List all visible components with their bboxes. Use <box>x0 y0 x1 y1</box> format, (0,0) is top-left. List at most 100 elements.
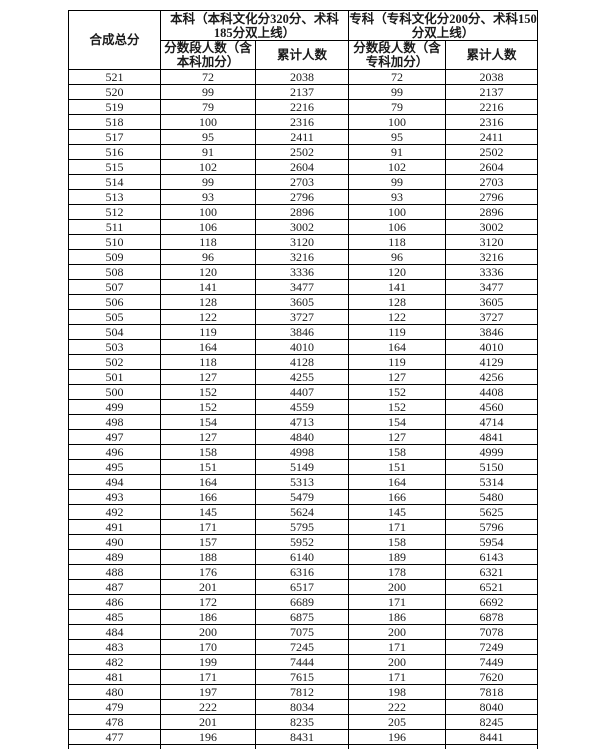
table-cell: 118 <box>348 234 447 250</box>
table-cell: 502 <box>68 354 161 370</box>
table-cell: 6689 <box>254 594 350 610</box>
table-cell: 171 <box>348 669 447 685</box>
table-cell: 2137 <box>254 84 350 100</box>
table-cell: 6875 <box>254 609 350 625</box>
table-cell: 93 <box>348 189 447 205</box>
table-cell: 489 <box>68 549 161 565</box>
table-cell: 222 <box>160 699 256 715</box>
table-cell: 2896 <box>254 204 350 220</box>
table-row: 513 93 2796 93 2796 <box>68 189 539 205</box>
table-cell: 106 <box>160 219 256 235</box>
table-cell: 507 <box>68 279 161 295</box>
table-cell: 3216 <box>254 249 350 265</box>
table-header-group-row: 合成总分 本科（本科文化分320分、术科185分双上线） 专科（专科文化分200… <box>68 10 539 70</box>
table-cell: 4998 <box>254 444 350 460</box>
table-cell: 2411 <box>445 129 539 145</box>
table-row: 483 170 7245 171 7249 <box>68 639 539 655</box>
table-cell: 145 <box>348 504 447 520</box>
table-cell: 189 <box>348 549 447 565</box>
table-row: 495 151 5149 151 5150 <box>68 459 539 475</box>
table-cell <box>68 744 161 749</box>
table-cell: 171 <box>348 594 447 610</box>
table-cell: 99 <box>160 174 256 190</box>
table-cell: 504 <box>68 324 161 340</box>
table-cell: 196 <box>348 729 447 745</box>
table-cell: 166 <box>160 489 256 505</box>
table-cell: 499 <box>68 399 161 415</box>
table-cell: 491 <box>68 519 161 535</box>
table-row: 518 100 2316 100 2316 <box>68 114 539 130</box>
table-cell: 96 <box>348 249 447 265</box>
table-row: 479 222 8034 222 8040 <box>68 699 539 715</box>
table-row: 489 188 6140 189 6143 <box>68 549 539 565</box>
table-cell: 5313 <box>254 474 350 490</box>
table-header-sub-row: 分数段人数（含本科加分） 累计人数 分数段人数（含专科加分） 累计人数 <box>69 40 539 70</box>
table-cell: 479 <box>68 699 161 715</box>
table-cell: 2604 <box>445 159 539 175</box>
table-cell: 122 <box>348 309 447 325</box>
table-cell: 158 <box>348 444 447 460</box>
table-cell: 119 <box>348 324 447 340</box>
table-row: 501 127 4255 127 4256 <box>68 369 539 385</box>
table-cell: 497 <box>68 429 161 445</box>
table-cell: 79 <box>160 99 256 115</box>
header-segment-count-undergraduate: 分数段人数（含本科加分） <box>160 40 256 70</box>
table-cell: 515 <box>68 159 161 175</box>
table-cell: 141 <box>348 279 447 295</box>
table-cell: 487 <box>68 579 161 595</box>
table-row: 515 102 2604 102 2604 <box>68 159 539 175</box>
table-cell: 4840 <box>254 429 350 445</box>
table-cell: 506 <box>68 294 161 310</box>
table-row: 477 196 8431 196 8441 <box>68 729 539 745</box>
table-row: 484 200 7075 200 7078 <box>68 624 539 640</box>
table-cell: 157 <box>160 534 256 550</box>
table-cell: 188 <box>160 549 256 565</box>
table-cell <box>445 744 539 749</box>
table-cell: 3002 <box>254 219 350 235</box>
table-cell: 2038 <box>445 69 539 85</box>
table-cell: 3336 <box>445 264 539 280</box>
table-cell: 176 <box>160 564 256 580</box>
table-cell: 485 <box>68 609 161 625</box>
table-row: 487 201 6517 200 6521 <box>68 579 539 595</box>
table-row: 497 127 4840 127 4841 <box>68 429 539 445</box>
table-row: 492 145 5624 145 5625 <box>68 504 539 520</box>
table-cell: 481 <box>68 669 161 685</box>
table-row: 500 152 4407 152 4408 <box>68 384 539 400</box>
table-cell: 120 <box>348 264 447 280</box>
table-cell: 7444 <box>254 654 350 670</box>
header-undergraduate-group: 本科（本科文化分320分、术科185分双上线） <box>159 10 350 41</box>
table-row: 504 119 3846 119 3846 <box>68 324 539 340</box>
table-cell: 122 <box>160 309 256 325</box>
table-cell: 8245 <box>445 714 539 730</box>
table-cell: 511 <box>68 219 161 235</box>
table-cell: 4255 <box>254 369 350 385</box>
table-cell: 4010 <box>445 339 539 355</box>
table-cell: 2703 <box>254 174 350 190</box>
header-composite-total-score: 合成总分 <box>68 10 161 70</box>
table-cell: 95 <box>160 129 256 145</box>
table-cell: 2137 <box>445 84 539 100</box>
table-cell: 200 <box>160 624 256 640</box>
table-cell: 8034 <box>254 699 350 715</box>
table-cell: 128 <box>160 294 256 310</box>
table-cell: 8235 <box>254 714 350 730</box>
table-cell: 166 <box>348 489 447 505</box>
table-cell: 178 <box>348 564 447 580</box>
table-cell: 100 <box>348 204 447 220</box>
table-cell <box>160 744 256 749</box>
table-cell <box>254 744 350 749</box>
table-cell: 5796 <box>445 519 539 535</box>
table-cell: 495 <box>68 459 161 475</box>
table-cell: 4010 <box>254 339 350 355</box>
table-cell: 197 <box>160 684 256 700</box>
table-cell: 2796 <box>254 189 350 205</box>
table-cell: 6316 <box>254 564 350 580</box>
table-row: 507 141 3477 141 3477 <box>68 279 539 295</box>
table-cell: 4256 <box>445 369 539 385</box>
table-cell: 127 <box>160 429 256 445</box>
table-cell: 186 <box>160 609 256 625</box>
table-cell: 6143 <box>445 549 539 565</box>
table-cell: 91 <box>348 144 447 160</box>
